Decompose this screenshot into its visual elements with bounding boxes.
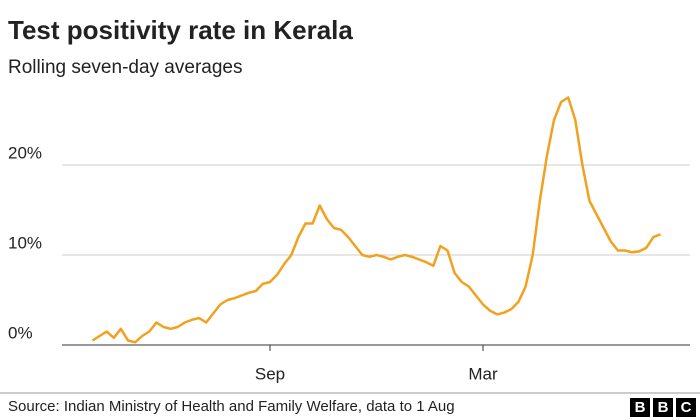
logo-letter: B: [635, 399, 646, 416]
line: [91, 96, 661, 344]
x-tick-label: Sep: [255, 364, 285, 383]
logo-box: [630, 398, 650, 417]
logo-box: [676, 398, 696, 417]
y-tick-label: 10%: [8, 233, 42, 252]
y-tick-label: 20%: [8, 143, 42, 162]
y-tick-label: 0%: [8, 323, 33, 342]
chart-subtitle: Rolling seven-day averages: [8, 57, 242, 78]
logo-letter: B: [658, 399, 669, 416]
source: Source: Indian Ministry of Health and Fa…: [8, 398, 455, 415]
x-tick-label: Mar: [468, 364, 498, 383]
logo-letter: C: [681, 399, 692, 416]
logo-box: [653, 398, 673, 417]
chart-title: Test positivity rate in Kerala: [8, 15, 353, 45]
